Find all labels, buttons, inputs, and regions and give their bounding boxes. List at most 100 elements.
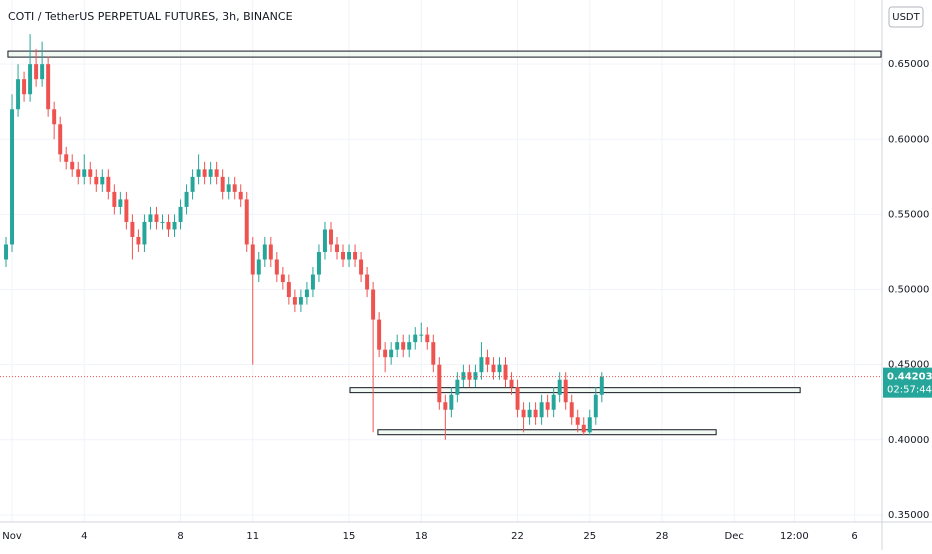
candle-body — [407, 342, 412, 350]
x-tick-label: 22 — [511, 531, 524, 542]
candle-body — [178, 206, 183, 222]
candle-body — [256, 259, 261, 275]
y-tick-label: 0.35000 — [888, 510, 929, 521]
candle-body — [220, 176, 225, 192]
x-tick-label: Nov — [2, 531, 22, 542]
candle-body — [449, 394, 454, 410]
candle-body — [497, 364, 502, 373]
candle-body — [232, 184, 237, 192]
currency[interactable]: USDT — [892, 12, 920, 23]
candle-body — [268, 244, 273, 260]
candle-body — [341, 251, 346, 260]
x-tick-label: 8 — [177, 531, 183, 542]
x-tick-label: 6 — [851, 531, 857, 542]
candle-body — [599, 376, 604, 395]
zone — [7, 50, 882, 58]
candle-body — [148, 214, 153, 222]
candle-body — [539, 402, 544, 418]
candle-body — [389, 349, 394, 358]
candle-body — [154, 214, 159, 222]
x-tick-label: 4 — [81, 531, 87, 542]
candle-body — [136, 236, 141, 245]
currency-box[interactable] — [888, 6, 924, 28]
candle-body — [419, 334, 424, 336]
candle-body — [118, 199, 123, 207]
y-tick-label: 0.40000 — [888, 435, 929, 446]
candle-body — [208, 169, 213, 177]
candle-body — [569, 402, 574, 418]
y-tick-label: 0.60000 — [888, 134, 929, 145]
y-tick-label: 0.50000 — [888, 285, 929, 296]
y-tick-label: 0.45000 — [888, 360, 929, 371]
zone — [349, 387, 801, 394]
candle-body — [112, 191, 117, 207]
candle-body — [34, 64, 39, 80]
candle-body — [485, 357, 490, 365]
candle-body — [262, 244, 267, 260]
candle-body — [226, 184, 231, 192]
candle-body — [563, 379, 568, 403]
candle-body — [461, 372, 466, 380]
last-price-box — [883, 367, 932, 398]
candle-body — [509, 379, 514, 388]
candle-body — [100, 176, 105, 185]
candle-body — [130, 221, 135, 237]
candle-body — [491, 364, 496, 373]
candle-body — [431, 342, 436, 365]
candle-body — [527, 409, 532, 418]
x-tick-label: 18 — [415, 531, 428, 542]
candle-body — [82, 169, 87, 177]
candle-body — [64, 154, 69, 162]
candle-body — [16, 79, 21, 110]
candle-body — [353, 251, 358, 260]
candle-body — [395, 342, 400, 350]
candle-body — [371, 289, 376, 320]
candle-body — [329, 229, 333, 245]
candle-body — [172, 221, 177, 230]
x-tick-label: 11 — [246, 531, 259, 542]
candle-body — [40, 64, 45, 80]
candle-body — [292, 297, 297, 305]
candle-body — [425, 334, 430, 343]
candle-body — [76, 169, 81, 177]
candle-body — [521, 409, 526, 418]
candle-body — [413, 334, 418, 343]
candle-body — [10, 109, 15, 245]
candle-body — [196, 169, 201, 177]
candle-body — [593, 394, 598, 418]
countdown: 02:57:44 — [887, 385, 932, 396]
candle-body — [310, 274, 315, 290]
candle-body — [94, 176, 99, 185]
candle-body — [124, 199, 129, 222]
candle-body — [166, 221, 171, 230]
candle-body — [443, 402, 448, 410]
candle-body — [4, 244, 9, 260]
y-tick-label: 0.65000 — [888, 59, 929, 70]
candle-body — [515, 387, 520, 410]
candle-body — [250, 244, 255, 275]
candle-body — [545, 402, 550, 410]
candle-body — [335, 244, 339, 252]
candle-body — [377, 319, 382, 350]
x-tick-label: 25 — [583, 531, 596, 542]
candle-body — [581, 424, 586, 433]
chart-title: COTI / TetherUS PERPETUAL FUTURES, 3h, B… — [8, 10, 293, 23]
candle-body — [473, 372, 478, 380]
candle-body — [503, 364, 508, 380]
candle-body — [58, 124, 63, 155]
x-tick-label: 15 — [343, 531, 356, 542]
x-tick-label: 28 — [656, 531, 669, 542]
candle-body — [304, 289, 309, 298]
x-tick-label: Dec — [725, 531, 744, 542]
candle-body — [575, 417, 580, 425]
candle-body — [46, 64, 51, 110]
zone — [377, 429, 717, 436]
candle-body — [88, 169, 93, 177]
candle-body — [383, 349, 388, 358]
candle-body — [551, 394, 556, 410]
candle-body — [316, 251, 321, 275]
candle-body — [160, 221, 165, 223]
candle-body — [467, 372, 472, 380]
